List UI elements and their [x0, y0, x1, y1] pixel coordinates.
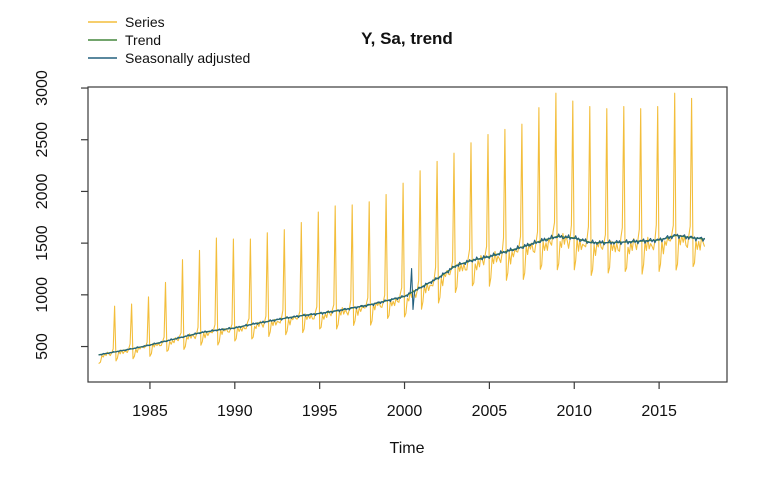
legend-item-label: Seasonally adjusted: [125, 50, 250, 66]
series-line: [98, 92, 705, 364]
x-tick-label: 2015: [641, 403, 677, 420]
chart-title: Y, Sa, trend: [361, 29, 453, 48]
chart-legend: Series Trend Seasonally adjusted: [88, 14, 250, 66]
y-tick-label: 500: [34, 333, 51, 360]
plot-box: [87, 86, 728, 383]
x-axis-title: Time: [390, 440, 425, 457]
legend-item-label: Series: [125, 14, 165, 30]
x-tick-label: 2000: [387, 403, 423, 420]
y-tick-label: 1500: [34, 225, 51, 261]
y-tick-label: 1000: [34, 277, 51, 313]
seasonally-adjusted-line: [98, 233, 705, 356]
x-tick-label: 2005: [472, 403, 508, 420]
y-tick-label: 2500: [34, 122, 51, 158]
x-tick-label: 1995: [302, 403, 338, 420]
x-tick-label: 1985: [132, 403, 168, 420]
legend-item-label: Trend: [125, 32, 161, 48]
y-tick-label: 2000: [34, 174, 51, 210]
series-layer: [98, 92, 706, 364]
axes-layer: 500 1000 1500 2000 2500 3000 1985 1990 1995 2000 2…: [34, 70, 728, 420]
x-tick-label: 2010: [556, 403, 592, 420]
x-tick-label: 1990: [217, 403, 253, 420]
y-tick-label: 3000: [34, 70, 51, 106]
